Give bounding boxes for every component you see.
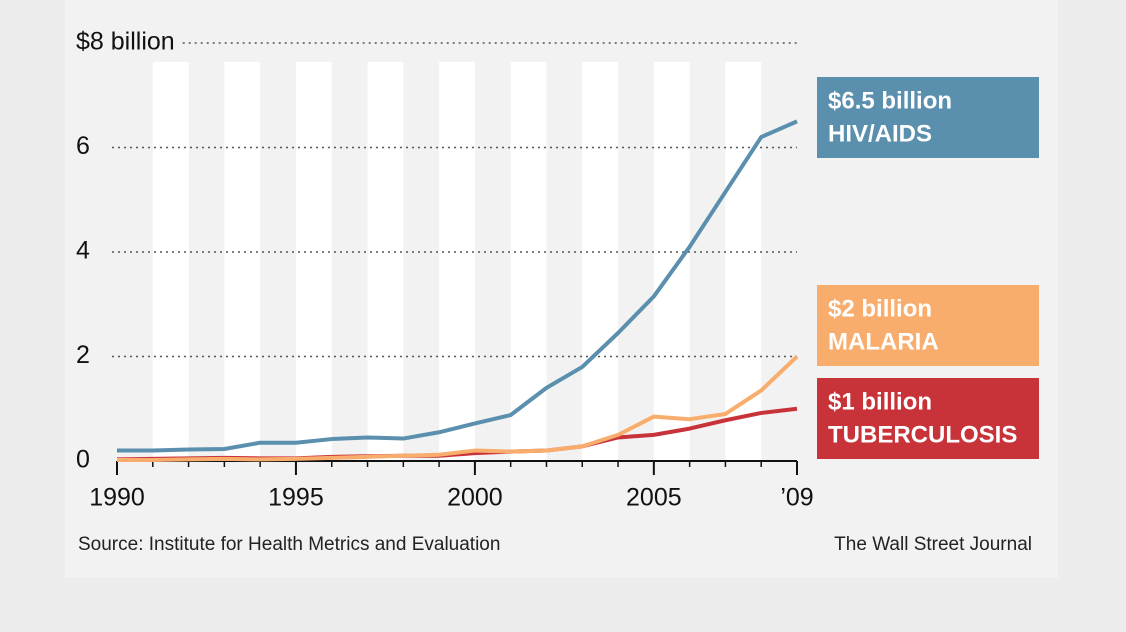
series-end-label: $2 billion (828, 295, 932, 322)
y-tick-label: $8 billion (76, 28, 175, 56)
legend-label: TUBERCULOSIS (828, 421, 1017, 448)
stripe (224, 62, 261, 461)
x-tick-label: ’09 (780, 484, 813, 512)
stripe (653, 62, 690, 461)
y-tick-label: 0 (76, 446, 90, 474)
stripe (295, 62, 332, 461)
legend-box (817, 285, 1039, 366)
x-tick-label: 2005 (626, 484, 682, 512)
stripe (152, 62, 189, 461)
y-tick-label: 6 (76, 132, 90, 160)
series-label-box: $6.5 billion HIV/AIDS (817, 77, 1039, 158)
x-tick-label: 1995 (268, 484, 324, 512)
stripe (439, 62, 475, 461)
legend-label: HIV/AIDS (828, 120, 932, 147)
legend-label: MALARIA (828, 328, 939, 355)
source: Source: Institute for Health Metrics and… (78, 534, 500, 555)
y-tick-label: 4 (76, 237, 90, 265)
series-line (117, 355, 799, 462)
x-tick-label: 1990 (89, 484, 145, 512)
stripes (152, 62, 762, 461)
series-end-label: $6.5 billion (828, 87, 952, 114)
stripe (582, 62, 619, 461)
legend-box (817, 77, 1039, 158)
series-label-box: $2 billion MALARIA (817, 285, 1039, 366)
plot: 0 2 4 6 $8 billion 1990 1995 2000 2005 ’09 (76, 28, 814, 512)
stripe (367, 62, 404, 461)
credit: The Wall Street Journal (834, 534, 1032, 555)
x-tick-label: 2000 (447, 484, 503, 512)
legend-box (817, 378, 1039, 459)
y-tick-label: 2 (76, 341, 90, 369)
series-line (117, 119, 798, 453)
series-end-label: $1 billion (828, 388, 932, 415)
series-label-box: $1 billion TUBERCULOSIS (817, 378, 1039, 459)
